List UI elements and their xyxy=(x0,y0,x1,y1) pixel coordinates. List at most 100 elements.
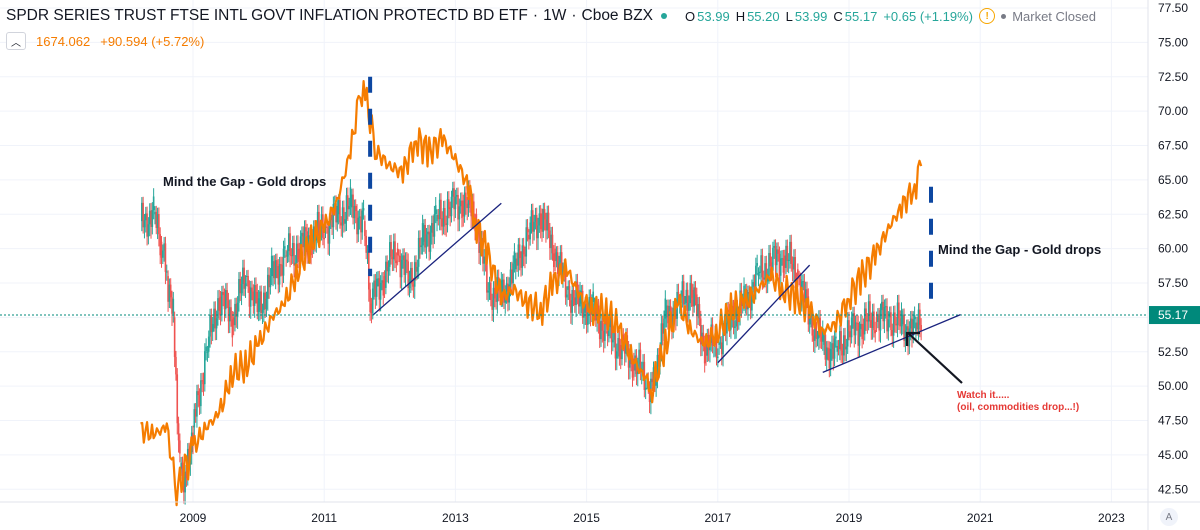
last-price-label: 55.17 xyxy=(1158,308,1188,322)
candle-body xyxy=(263,292,265,310)
candle-body xyxy=(176,374,179,424)
candle-body xyxy=(163,243,165,251)
candle-body xyxy=(413,262,416,287)
market-status-label: Market Closed xyxy=(1012,8,1096,24)
candle-body xyxy=(264,292,266,310)
candle-body xyxy=(898,302,900,319)
y-tick-label: 72.50 xyxy=(1158,70,1188,84)
chart-header: SPDR SERIES TRUST FTSE INTL GOVT INFLATI… xyxy=(6,6,977,26)
candle-body xyxy=(920,325,922,332)
candle-body xyxy=(567,286,570,290)
candle-body xyxy=(669,305,672,315)
candle-body xyxy=(301,232,303,237)
collapse-chevron-icon[interactable]: ︿ xyxy=(6,32,26,50)
candle-body xyxy=(521,245,524,268)
candle-body xyxy=(260,291,263,313)
candle-body xyxy=(287,233,290,252)
candle-body xyxy=(560,252,563,276)
candle-body xyxy=(430,223,433,233)
candle-body xyxy=(298,248,301,262)
candle-body xyxy=(177,423,180,441)
drawings-layer: Mind the Gap - Gold drops Mind the Gap - … xyxy=(0,76,1148,413)
x-tick-label: 2009 xyxy=(180,511,207,525)
candle-body xyxy=(305,227,307,232)
auto-scale-button[interactable]: A xyxy=(1160,508,1178,526)
candle-body xyxy=(908,328,911,347)
annotation-text: (oil, commodities drop...!) xyxy=(957,402,1079,413)
candle-body xyxy=(612,339,614,343)
candle-body xyxy=(892,312,895,336)
candle-body xyxy=(274,260,277,279)
candle-body xyxy=(217,298,219,319)
candle-body xyxy=(478,227,480,253)
change-value: +0.65 (+1.19%) xyxy=(883,8,973,24)
candle-body xyxy=(884,306,887,308)
candle-body xyxy=(445,223,448,226)
candle-body xyxy=(228,307,231,322)
candle-body xyxy=(383,276,386,288)
candle-body xyxy=(415,262,417,272)
candle-body xyxy=(694,287,697,295)
candle-body xyxy=(604,316,606,341)
candle-body xyxy=(409,267,412,283)
candle-body xyxy=(726,309,728,334)
candle-body xyxy=(251,287,253,292)
candle-body xyxy=(824,334,827,360)
candle-body xyxy=(554,248,556,262)
overlay-change: +90.594 (+5.72%) xyxy=(100,33,205,49)
candle-body xyxy=(240,284,243,294)
candle-body xyxy=(234,303,236,326)
candle-body xyxy=(385,261,387,288)
candle-body xyxy=(396,248,399,256)
candle-body xyxy=(231,319,234,338)
candle-body xyxy=(495,298,497,302)
candle-body xyxy=(459,200,462,207)
candle-body xyxy=(450,196,453,217)
candle-body xyxy=(606,331,609,337)
symbol-title[interactable]: SPDR SERIES TRUST FTSE INTL GOVT INFLATI… xyxy=(6,7,528,24)
arrow-head-icon xyxy=(905,331,920,346)
candle-body xyxy=(155,211,158,228)
candle-body xyxy=(874,330,877,334)
candle-body xyxy=(684,302,686,305)
candle-body xyxy=(358,216,361,218)
candle-body xyxy=(169,284,172,298)
candle-body xyxy=(455,194,458,197)
high-value: 55.20 xyxy=(747,8,780,24)
candle-body xyxy=(776,249,778,266)
candle-body xyxy=(614,332,617,359)
candle-body xyxy=(146,213,148,237)
candle-body xyxy=(150,210,152,227)
candle-body xyxy=(249,287,252,307)
candle-body xyxy=(200,380,202,407)
candle-body xyxy=(901,314,904,325)
candle-body xyxy=(327,227,329,244)
candle-body xyxy=(337,200,340,215)
candle-body xyxy=(663,318,665,334)
candle-body xyxy=(179,440,181,454)
candle-body xyxy=(900,310,903,327)
candle-body xyxy=(524,254,526,257)
y-tick-label: 60.00 xyxy=(1158,242,1188,256)
interval-label[interactable]: 1W xyxy=(543,7,567,24)
candle-body xyxy=(869,301,871,321)
warning-icon[interactable]: ! xyxy=(979,8,996,24)
candle-body xyxy=(369,289,371,312)
candle-body xyxy=(842,335,845,356)
candle-body xyxy=(185,471,188,479)
overlay-series xyxy=(140,79,923,507)
candle-body xyxy=(820,336,823,342)
candle-body xyxy=(448,199,450,210)
candle-body xyxy=(315,233,318,241)
candle-body xyxy=(516,258,518,266)
candle-body xyxy=(143,220,146,228)
candle-body xyxy=(845,346,848,350)
candle-body xyxy=(295,243,298,263)
open-value: 53.99 xyxy=(697,8,730,24)
candle-body xyxy=(144,213,147,221)
candle-body xyxy=(204,351,206,385)
candle-body xyxy=(302,232,305,248)
candle-body xyxy=(660,323,663,350)
candle-body xyxy=(861,323,863,340)
